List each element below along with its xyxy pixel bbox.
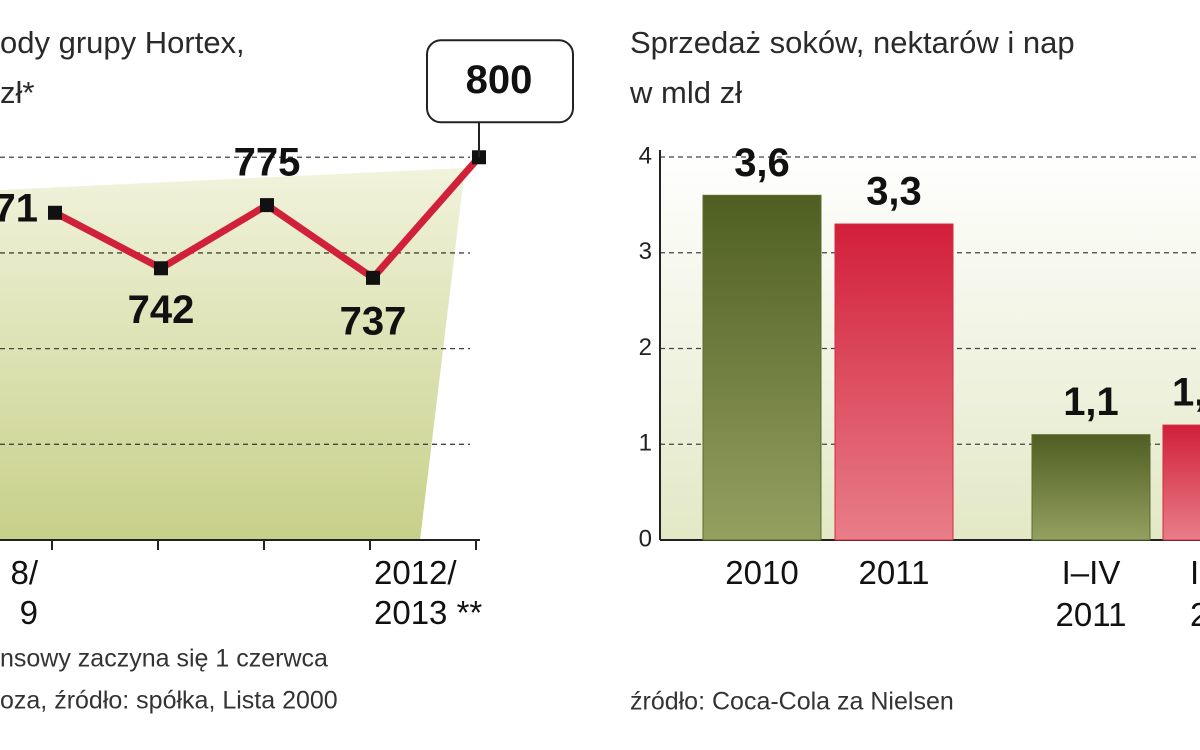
source: źródło: Coca-Cola za Nielsen [630,688,954,716]
point [366,270,380,285]
y-tick-label: 0 [639,525,652,552]
value-label: 800 [466,58,533,102]
callout-box [426,39,574,124]
bar [702,194,822,541]
x-tick-label: 2010 [725,554,798,591]
value-label: 775 [234,141,301,185]
y-tick-label: 4 [639,142,652,169]
chart-subtitle: zł* [0,75,34,110]
value-label: 1,1 [1063,380,1119,424]
value-label: 737 [340,299,407,343]
footnote: nsowy zaczyna się 1 czerwca [0,645,328,673]
x-tick-label: 8/9 [10,554,38,631]
x-tick-label: 2011 [859,554,930,591]
x-tick-label: I–IV 2011 [1056,554,1127,633]
point [154,261,168,276]
y-tick-label: 1 [639,430,652,457]
point [48,205,62,220]
value-label: 771 [0,186,38,230]
value-label: 3,3 [866,170,922,214]
y-tick-label: 2 [639,334,652,361]
x-tick-label: 2012/2013 ** [374,554,482,631]
bar [1162,424,1200,541]
footnote: oza, źródło: spółka, Lista 2000 [0,687,338,715]
chart-title: ody grupy Hortex, [0,25,245,60]
point [260,198,274,213]
value-label: 3,6 [734,141,790,185]
value-label: 1,2 [1172,371,1200,415]
bar [834,223,954,541]
chart-subtitle: w mld zł [629,75,742,110]
chart-title: Sprzedaż soków, nektarów i nap [630,25,1075,60]
bar [1031,434,1151,541]
y-tick-label: 3 [639,238,652,265]
value-label: 742 [128,288,195,332]
